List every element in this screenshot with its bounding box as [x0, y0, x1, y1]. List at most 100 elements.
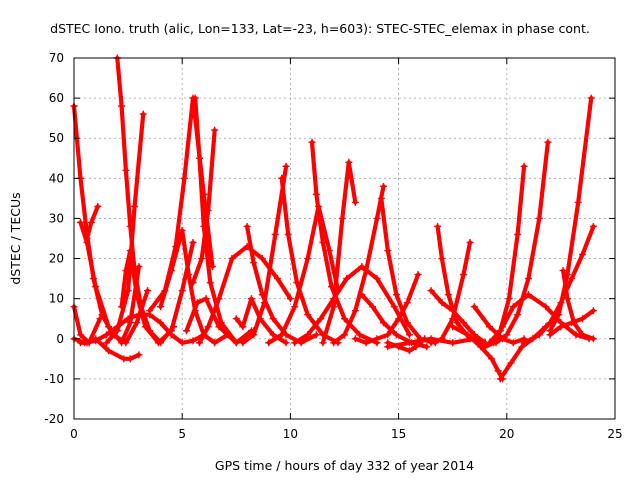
- data-point: [269, 315, 277, 323]
- data-series-pass-17: [243, 222, 320, 347]
- data-point: [579, 251, 587, 259]
- data-point: [488, 355, 496, 363]
- data-point: [105, 323, 113, 331]
- data-point: [384, 331, 392, 339]
- data-point: [589, 307, 597, 315]
- data-point: [204, 206, 212, 214]
- data-point: [92, 335, 100, 343]
- data-point: [211, 126, 219, 134]
- data-point: [141, 323, 149, 331]
- chart-title: dSTEC Iono. truth (alic, Lon=133, Lat=-2…: [50, 21, 590, 36]
- data-point: [518, 343, 526, 351]
- data-point: [438, 255, 446, 263]
- data-point: [579, 315, 587, 323]
- data-point: [319, 339, 327, 347]
- data-series-pass-18: [232, 295, 290, 347]
- axis-ticks: 0 5 10 15 20 25 -20 -10 0 10 20 30 40 50 60 70: [44, 51, 622, 441]
- data-point: [453, 319, 461, 327]
- data-series-pass-22: [319, 158, 359, 347]
- data-point: [120, 355, 128, 363]
- x-tick-label: 25: [607, 427, 622, 441]
- data-point: [124, 315, 132, 323]
- data-series-pass-23: [291, 263, 413, 347]
- data-point: [76, 339, 84, 347]
- data-point: [568, 319, 576, 327]
- data-point: [304, 255, 312, 263]
- data-point: [167, 267, 175, 275]
- data-point: [568, 275, 576, 283]
- data-point: [514, 230, 522, 238]
- data-point: [232, 339, 240, 347]
- data-point: [542, 303, 550, 311]
- data-point: [282, 339, 290, 347]
- data-point: [356, 331, 364, 339]
- data-point: [559, 267, 567, 275]
- data-point: [278, 331, 286, 339]
- data-point: [466, 239, 474, 247]
- series-line: [71, 304, 103, 345]
- data-point: [330, 339, 338, 347]
- data-point: [92, 283, 100, 291]
- data-point: [96, 315, 104, 323]
- data-series-pass-06: [83, 202, 102, 242]
- data-point: [126, 355, 134, 363]
- data-point: [405, 331, 413, 339]
- data-point: [341, 315, 348, 323]
- data-point: [507, 359, 515, 367]
- data-point: [392, 291, 400, 299]
- data-point: [157, 303, 165, 311]
- data-point: [312, 331, 320, 339]
- data-point: [265, 339, 273, 347]
- data-point: [395, 315, 403, 323]
- x-tick-label: 15: [391, 427, 406, 441]
- data-point: [438, 299, 446, 307]
- data-point: [250, 331, 258, 339]
- y-tick-label: 60: [49, 91, 64, 105]
- data-point: [403, 319, 411, 327]
- data-point: [243, 222, 251, 230]
- y-tick-label: 0: [56, 332, 64, 346]
- data-point: [144, 287, 152, 295]
- data-point: [312, 190, 320, 198]
- data-point: [373, 214, 381, 222]
- data-point: [377, 194, 385, 202]
- y-tick-label: 70: [49, 51, 64, 65]
- data-point: [449, 323, 457, 331]
- data-point: [503, 331, 511, 339]
- data-point: [239, 323, 247, 331]
- data-point: [211, 339, 219, 347]
- data-point: [505, 295, 513, 303]
- data-point: [258, 291, 266, 299]
- data-point: [308, 138, 316, 146]
- data-point: [133, 319, 141, 327]
- data-point: [178, 226, 186, 234]
- data-point: [83, 235, 91, 242]
- data-point: [291, 339, 299, 347]
- x-tick-label: 10: [283, 427, 298, 441]
- x-tick-label: 0: [70, 427, 78, 441]
- data-point: [509, 339, 517, 347]
- y-tick-label: 20: [49, 252, 64, 266]
- data-point: [485, 339, 493, 347]
- data-point: [247, 295, 255, 303]
- data-point: [83, 339, 91, 347]
- data-point: [76, 218, 84, 226]
- data-series-pass-33: [449, 323, 506, 383]
- data-series-pass-41: [559, 267, 597, 343]
- data-series-pass-02: [76, 218, 143, 347]
- data-point: [204, 323, 212, 331]
- data-point: [405, 347, 413, 355]
- data-point: [76, 331, 84, 339]
- y-axis-label: dSTEC / TECUs: [8, 192, 23, 284]
- data-point: [325, 247, 333, 255]
- data-series-pass-13: [189, 126, 219, 287]
- data-point: [427, 287, 435, 295]
- data-point: [282, 162, 290, 170]
- data-point: [557, 323, 565, 331]
- data-series-pass-09: [102, 110, 147, 347]
- data-point: [102, 339, 110, 347]
- y-tick-label: -10: [44, 372, 64, 386]
- data-point: [369, 303, 377, 311]
- data-point: [362, 267, 370, 275]
- data-point: [351, 307, 359, 315]
